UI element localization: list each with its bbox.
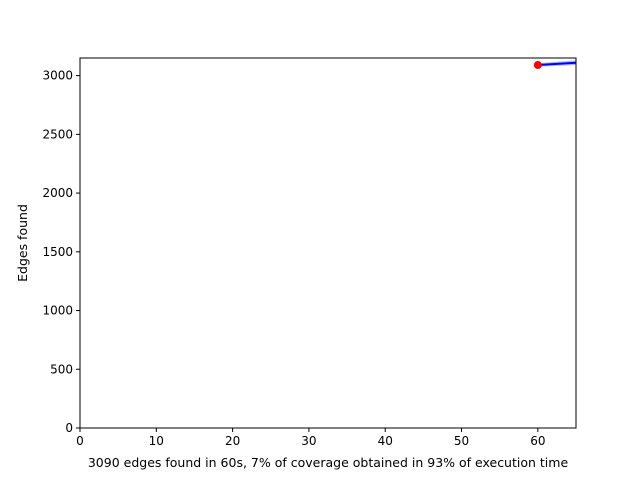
y-tick-label: 500 xyxy=(50,362,73,376)
series-line xyxy=(537,61,576,67)
y-axis-label: Edges found xyxy=(15,204,30,282)
plot-background xyxy=(80,58,576,428)
x-tick-label: 10 xyxy=(149,434,164,448)
y-tick-label: 0 xyxy=(65,421,73,435)
x-tick-label: 20 xyxy=(225,434,240,448)
y-tick-label: 2000 xyxy=(42,186,73,200)
y-tick-label: 1500 xyxy=(42,245,73,259)
y-tick-label: 3000 xyxy=(42,69,73,83)
x-tick-label: 30 xyxy=(301,434,316,448)
series-lines xyxy=(537,61,576,67)
x-tick-label: 50 xyxy=(454,434,469,448)
x-axis-ticks: 0 10 20 30 40 50 60 xyxy=(76,428,545,448)
y-tick-label: 2500 xyxy=(42,127,73,141)
y-axis-ticks: 0 500 1000 1500 2000 2500 3000 xyxy=(42,69,80,435)
plot-frame xyxy=(79,57,577,429)
end-point-marker xyxy=(533,61,542,70)
x-tick-label: 40 xyxy=(378,434,393,448)
x-tick-label: 0 xyxy=(76,434,84,448)
x-tick-label: 60 xyxy=(530,434,545,448)
x-axis-label: 3090 edges found in 60s, 7% of coverage … xyxy=(88,455,569,470)
end-markers xyxy=(533,61,542,70)
y-tick-label: 1000 xyxy=(42,304,73,318)
